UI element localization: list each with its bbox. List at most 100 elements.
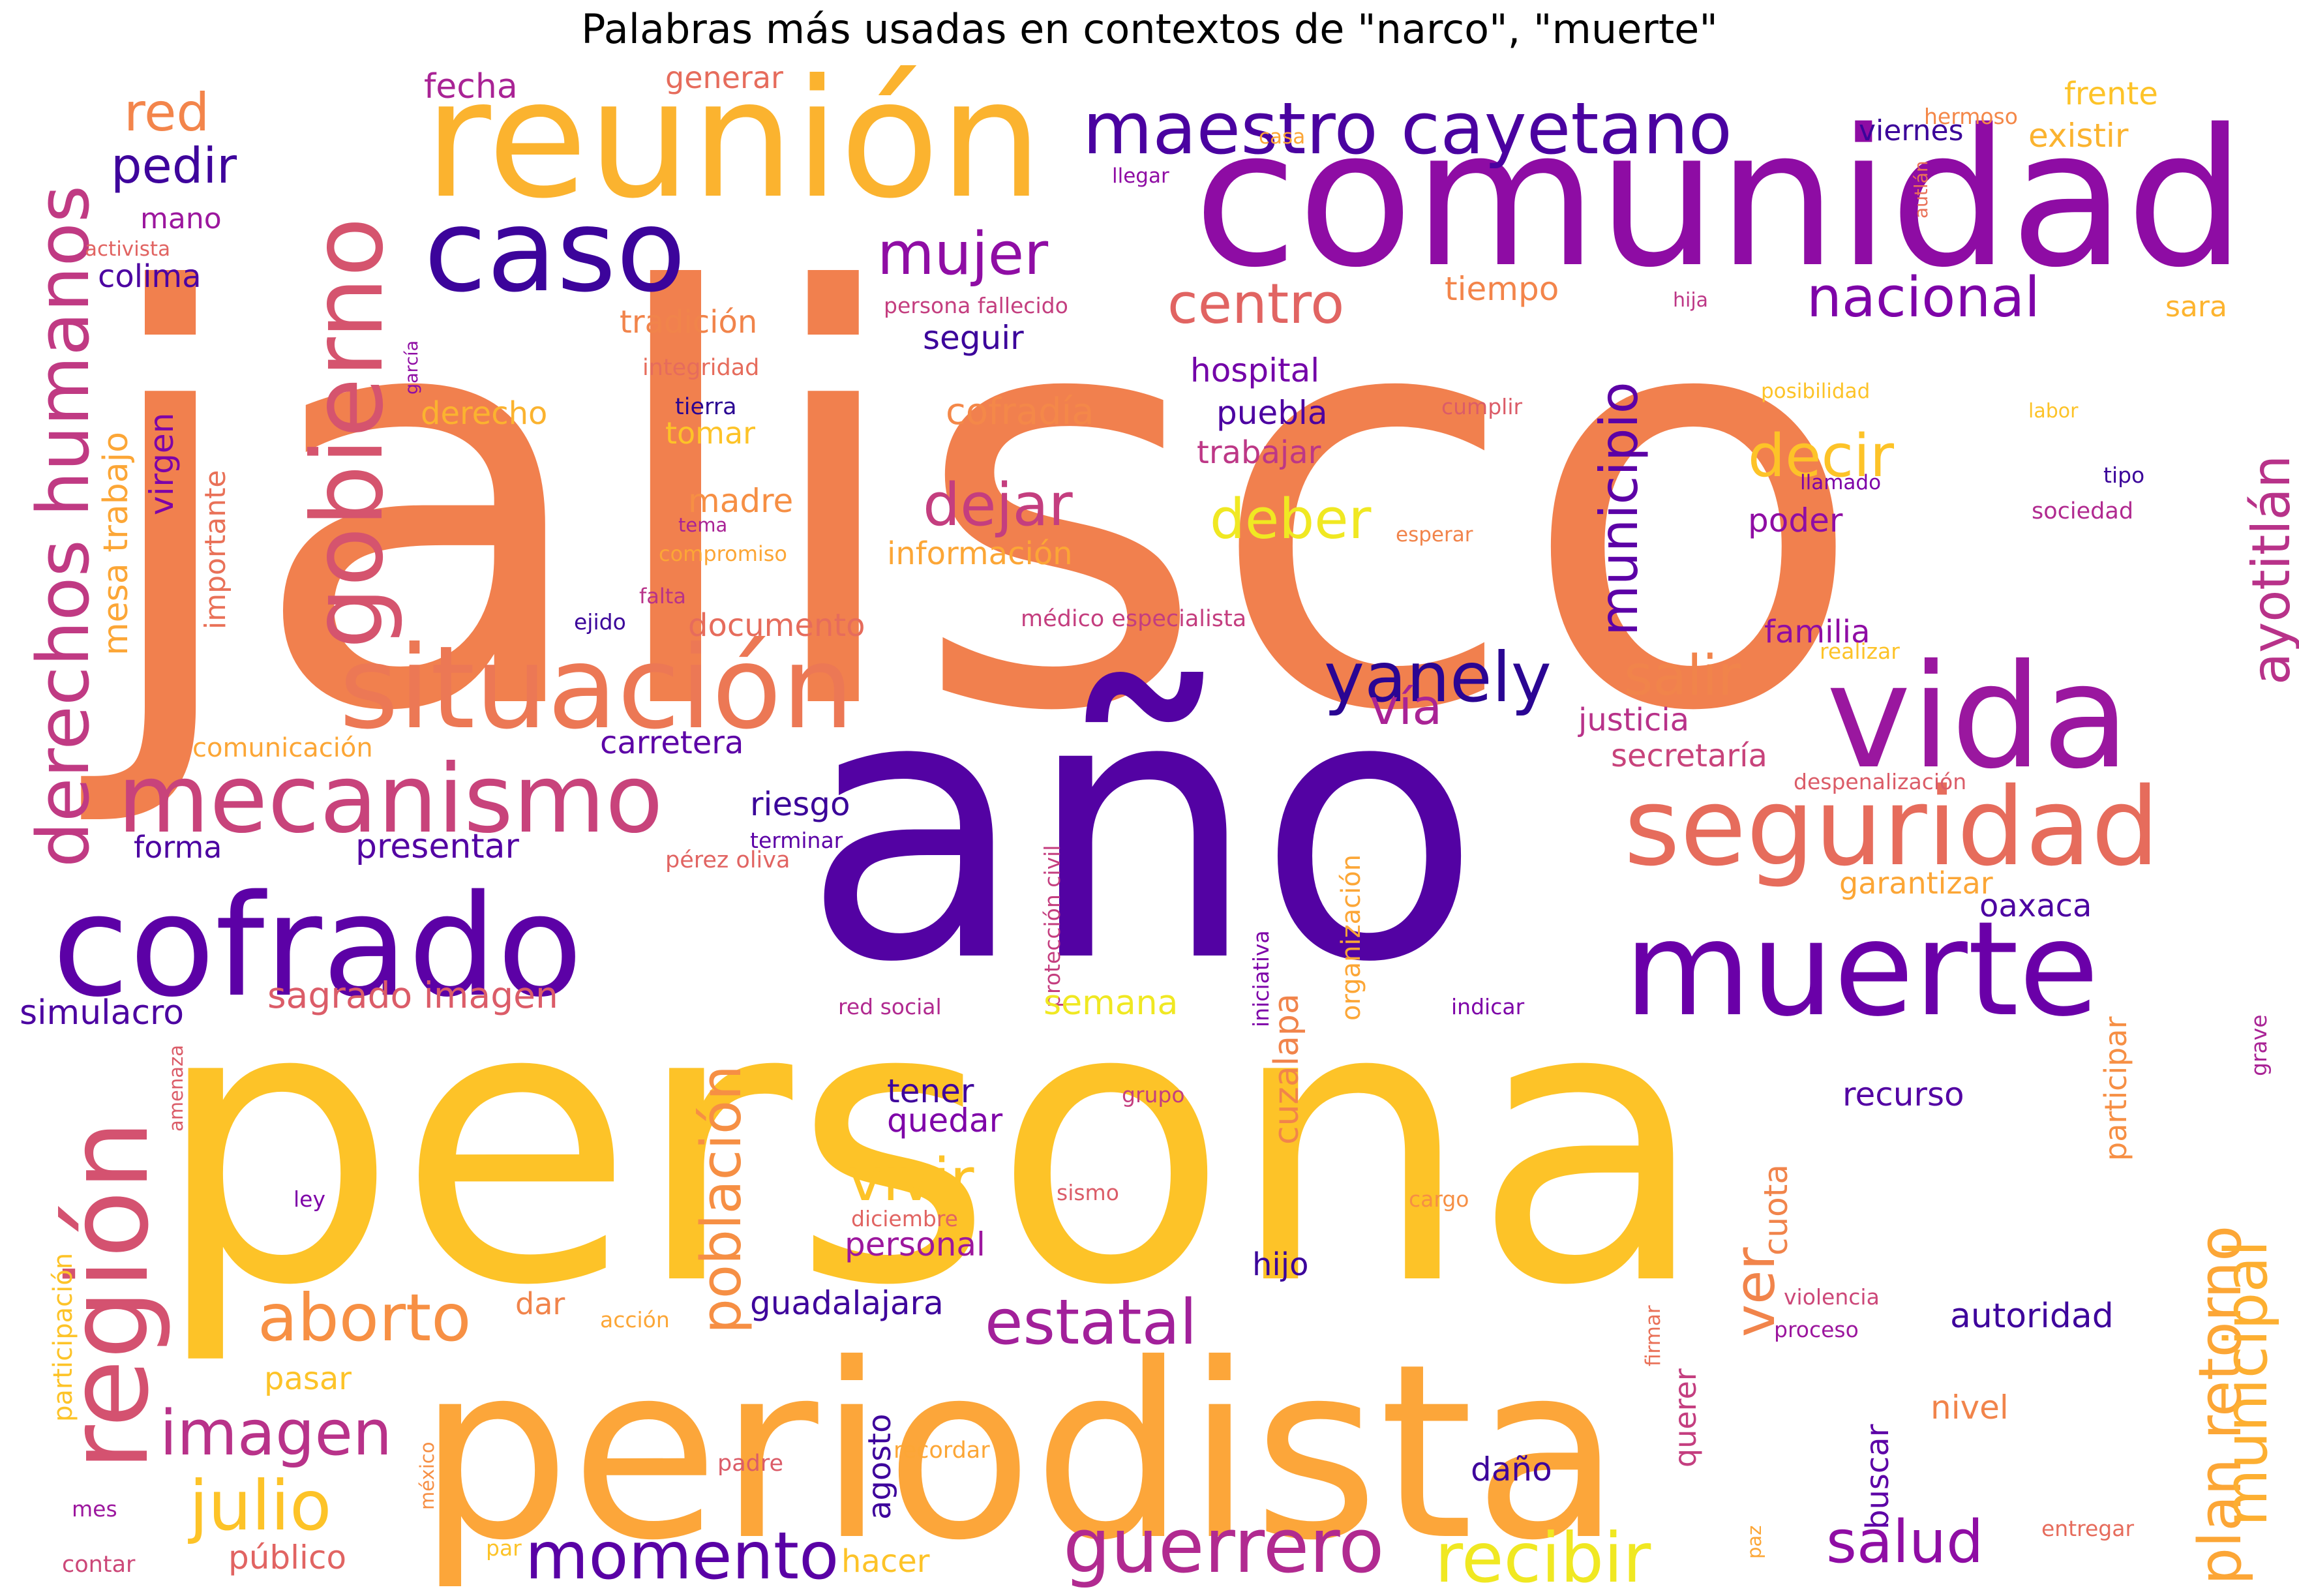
word-mexico: méxico [416, 1442, 438, 1511]
word-perez-oliva: pérez oliva [665, 847, 790, 873]
word-sociedad: sociedad [2032, 498, 2133, 524]
word-garantizar: garantizar [1839, 866, 1993, 901]
word-posibilidad: posibilidad [1761, 380, 1870, 403]
word-dar: dar [515, 1286, 565, 1321]
word-generar: generar [665, 60, 783, 95]
word-seguir: seguir [923, 319, 1024, 357]
word-cofrado: cofrado [52, 864, 583, 1028]
word-grave: grave [2246, 1014, 2272, 1076]
word-trabajar: trabajar [1197, 434, 1321, 471]
word-hijo: hijo [1252, 1246, 1308, 1283]
word-violencia: violencia [1784, 1284, 1880, 1310]
word-hermoso: hermoso [1924, 104, 2018, 129]
word-guadalajara: guadalajara [750, 1284, 944, 1322]
word-julio: julio [188, 1466, 331, 1546]
word-publico: público [228, 1539, 346, 1576]
word-carretera: carretera [600, 725, 744, 761]
word-firmar: firmar [1642, 1305, 1665, 1366]
word-indicar: indicar [1451, 994, 1525, 1019]
word-garcia: garcía [402, 340, 422, 395]
word-centro: centro [1167, 272, 1344, 337]
word-hacer: hacer [841, 1543, 930, 1580]
word-dano: daño [1471, 1451, 1552, 1488]
word-contar: contar [62, 1552, 136, 1578]
word-esperar: esperar [1396, 523, 1473, 547]
word-familia: familia [1764, 614, 1871, 650]
word-paz: paz [1743, 1526, 1766, 1559]
word-poder: poder [1748, 502, 1843, 539]
word-yanely: yanely [1324, 638, 1552, 717]
word-decir: decir [1748, 422, 1894, 490]
word-terminar: terminar [750, 828, 843, 853]
word-gobierno: gobierno [292, 217, 405, 649]
word-recurso: recurso [1842, 1076, 1964, 1113]
word-autoridad: autoridad [1950, 1297, 2114, 1336]
word-mes: mes [72, 1496, 117, 1522]
word-momento: momento [525, 1518, 839, 1594]
word-ley: ley [293, 1186, 325, 1212]
word-iniciativa: iniciativa [1248, 930, 1274, 1027]
word-semana: semana [1044, 984, 1178, 1023]
word-informacion: información [887, 535, 1073, 572]
word-pedir: pedir [111, 137, 237, 194]
word-proteccion-civil: protección civil [1040, 845, 1065, 1008]
word-tener: tener [887, 1072, 974, 1110]
word-realizar: realizar [1820, 639, 1900, 664]
word-falta: falta [639, 584, 686, 609]
word-mesa-trabajo: mesa trabajo [97, 432, 136, 655]
word-dejar: dejar [923, 471, 1073, 539]
word-cargo: cargo [1409, 1186, 1469, 1212]
word-accion: acción [600, 1307, 670, 1333]
word-recordar: recordar [894, 1438, 990, 1464]
word-persona: persona [153, 922, 1708, 1370]
word-guerrero: guerrero [1063, 1503, 1385, 1590]
word-comunidad: comunidad [1194, 89, 2246, 309]
word-cuzalapa: cuzalapa [1267, 993, 1306, 1145]
word-existir: existir [2028, 117, 2129, 155]
word-ver: ver [1723, 1247, 1788, 1337]
word-madre: madre [688, 482, 793, 520]
word-par: par [486, 1535, 522, 1561]
word-vivir: vivir [848, 1146, 974, 1214]
word-ejido: ejido [574, 609, 626, 635]
word-municipio: municipio [1589, 382, 1649, 636]
word-mano: mano [140, 202, 222, 235]
word-grupo: grupo [1122, 1082, 1185, 1107]
word-padre: padre [717, 1451, 783, 1477]
word-periodista: periodista [417, 1313, 1621, 1593]
word-red: red [124, 82, 209, 143]
word-fecha: fecha [424, 67, 518, 106]
word-red-social: red social [838, 994, 942, 1019]
word-tiempo: tiempo [1445, 270, 1559, 308]
word-organizacion: organización [1336, 854, 1366, 1021]
word-cumplir: cumplir [1441, 394, 1522, 419]
word-aborto: aborto [258, 1280, 471, 1356]
word-despenalizacion: despenalización [1794, 769, 1966, 794]
word-salir: salir [1624, 644, 1741, 708]
word-caso: caso [424, 185, 686, 318]
word-integridad: integridad [642, 355, 759, 381]
word-mecanismo: mecanismo [117, 744, 663, 854]
word-pasar: pasar [264, 1361, 352, 1397]
word-frente: frente [2064, 76, 2158, 112]
word-presentar: presentar [355, 827, 520, 866]
word-documento: documento [688, 607, 865, 644]
word-sagrado-imagen: sagrado imagen [267, 974, 558, 1016]
word-salud: salud [1826, 1508, 1983, 1576]
word-simulacro: simulacro [20, 993, 184, 1032]
word-maestro-cayetano: maestro cayetano [1083, 87, 1732, 170]
chart-title: Palabras más usadas en contextos de "nar… [581, 5, 1718, 53]
word-imagen: imagen [160, 1398, 392, 1469]
word-autlan: autlán [1910, 160, 1932, 218]
word-activista: activista [85, 237, 170, 261]
word-viernes: viernes [1859, 114, 1964, 147]
word-justicia: justicia [1578, 702, 1689, 738]
word-riesgo: riesgo [750, 785, 850, 823]
word-nacional: nacional [1807, 265, 2040, 330]
word-virgen: virgen [143, 413, 181, 515]
word-tierra: tierra [675, 394, 737, 420]
word-muerte: muerte [1624, 894, 2099, 1046]
word-deber: deber [1210, 487, 1372, 552]
word-querer: querer [1668, 1368, 1703, 1468]
word-estatal: estatal [985, 1287, 1197, 1359]
